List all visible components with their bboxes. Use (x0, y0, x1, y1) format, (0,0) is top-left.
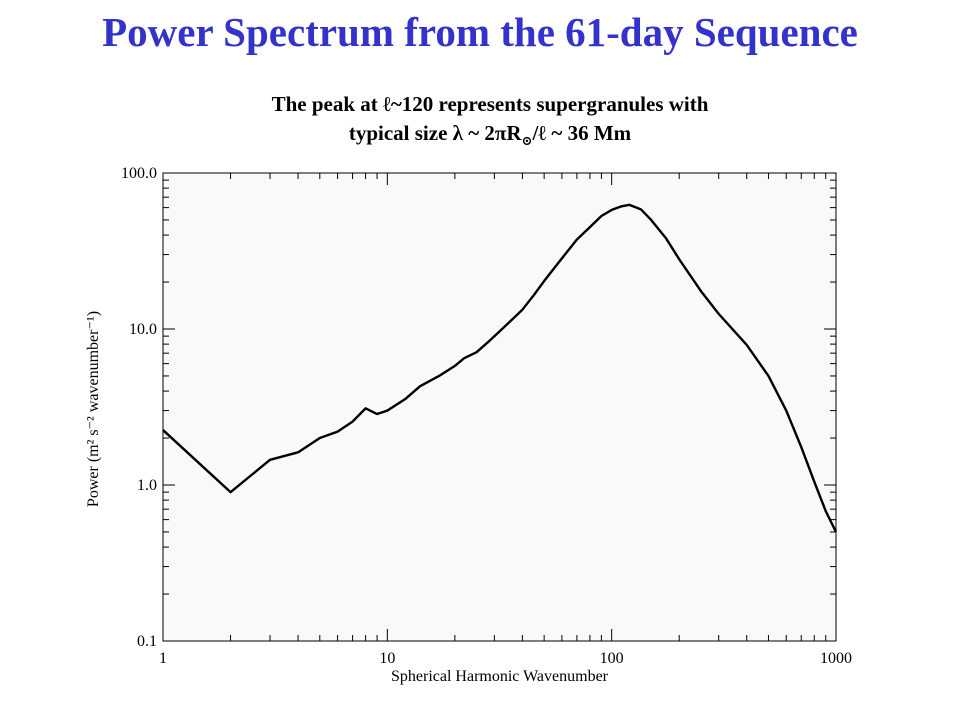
chart-subtitle: The peak at ℓ~120 represents supergranul… (0, 90, 960, 155)
x-tick-label: 1 (159, 650, 167, 667)
slide-title: Power Spectrum from the 61-day Sequence (102, 9, 858, 55)
subtitle-line-2-part-b: /ℓ ~ 36 Mm (532, 121, 632, 145)
y-tick-labels: 0.1 1.0 10.0 100.0 (121, 165, 157, 650)
series-group (162, 203, 838, 533)
x-axis-label: Spherical Harmonic Wavenumber (391, 668, 609, 685)
power-spectrum-line (162, 203, 838, 533)
x-tick-label: 10 (379, 650, 395, 667)
plot-frame (162, 172, 837, 642)
plot-background (163, 173, 836, 641)
subtitle-line-2-part-a: typical size λ ~ 2πR (348, 121, 522, 145)
subtitle-line-2: typical size λ ~ 2πR⊙/ℓ ~ 36 Mm (0, 119, 960, 155)
x-tick-labels: 1 10 100 1000 (159, 650, 852, 667)
y-tick-label: 100.0 (121, 165, 157, 182)
power-spectrum-chart: 1 10 100 1000 0.1 1.0 10.0 100.0 Spherical Har… (85, 165, 852, 685)
minor-tick-marks (163, 173, 836, 641)
x-tick-label: 1000 (820, 650, 852, 667)
y-tick-label: 0.1 (137, 633, 157, 650)
subtitle-line-1: The peak at ℓ~120 represents supergranul… (271, 92, 709, 116)
y-tick-label: 1.0 (137, 477, 157, 494)
subtitle-sun-symbol: ⊙ (521, 133, 533, 149)
y-axis-label: Power (m² s⁻² wavenumber⁻¹) (85, 311, 102, 507)
y-tick-label: 10.0 (129, 321, 157, 338)
x-tick-label: 100 (600, 650, 624, 667)
